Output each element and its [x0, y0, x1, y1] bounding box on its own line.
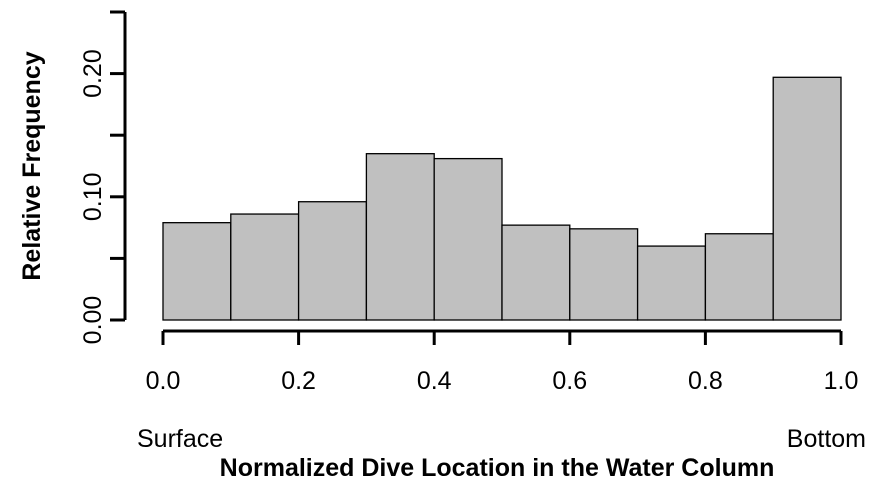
bars-group	[162, 76, 842, 321]
y-tick-label: 0.00	[79, 296, 107, 345]
x-tick-label: 1.0	[824, 367, 859, 395]
histogram-bar	[297, 201, 368, 321]
x-tick-label: 0.0	[146, 367, 181, 395]
histogram-bar	[365, 153, 435, 321]
histogram-bar	[162, 222, 232, 321]
x-tick-label: 0.4	[417, 367, 452, 395]
y-axis: 0.00 0.10 0.20	[79, 10, 127, 345]
x-tick-label: 0.6	[552, 367, 587, 395]
histogram-bar	[636, 245, 707, 321]
bottom-label: Bottom	[787, 425, 866, 453]
x-axis: 0.0 0.2 0.4 0.6 0.8 1.0	[146, 329, 859, 395]
histogram-bar	[772, 76, 842, 321]
y-tick-label: 0.20	[79, 49, 107, 98]
x-axis-title: Normalized Dive Location in the Water Co…	[220, 454, 775, 482]
y-axis-title: Relative Frequency	[18, 51, 46, 280]
x-tick-label: 0.2	[281, 367, 316, 395]
histogram-bar	[433, 157, 503, 321]
histogram-bar	[704, 233, 774, 321]
histogram-bar	[230, 213, 300, 321]
surface-label: Surface	[137, 425, 223, 453]
histogram-bar	[501, 224, 571, 321]
y-tick-label: 0.10	[79, 172, 107, 221]
histogram-bar	[569, 228, 639, 321]
x-tick-label: 0.8	[688, 367, 723, 395]
